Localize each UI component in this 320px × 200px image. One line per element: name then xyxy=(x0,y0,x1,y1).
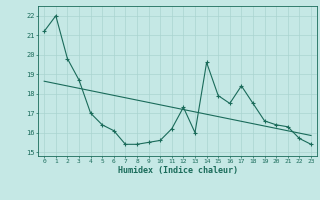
X-axis label: Humidex (Indice chaleur): Humidex (Indice chaleur) xyxy=(118,166,238,175)
